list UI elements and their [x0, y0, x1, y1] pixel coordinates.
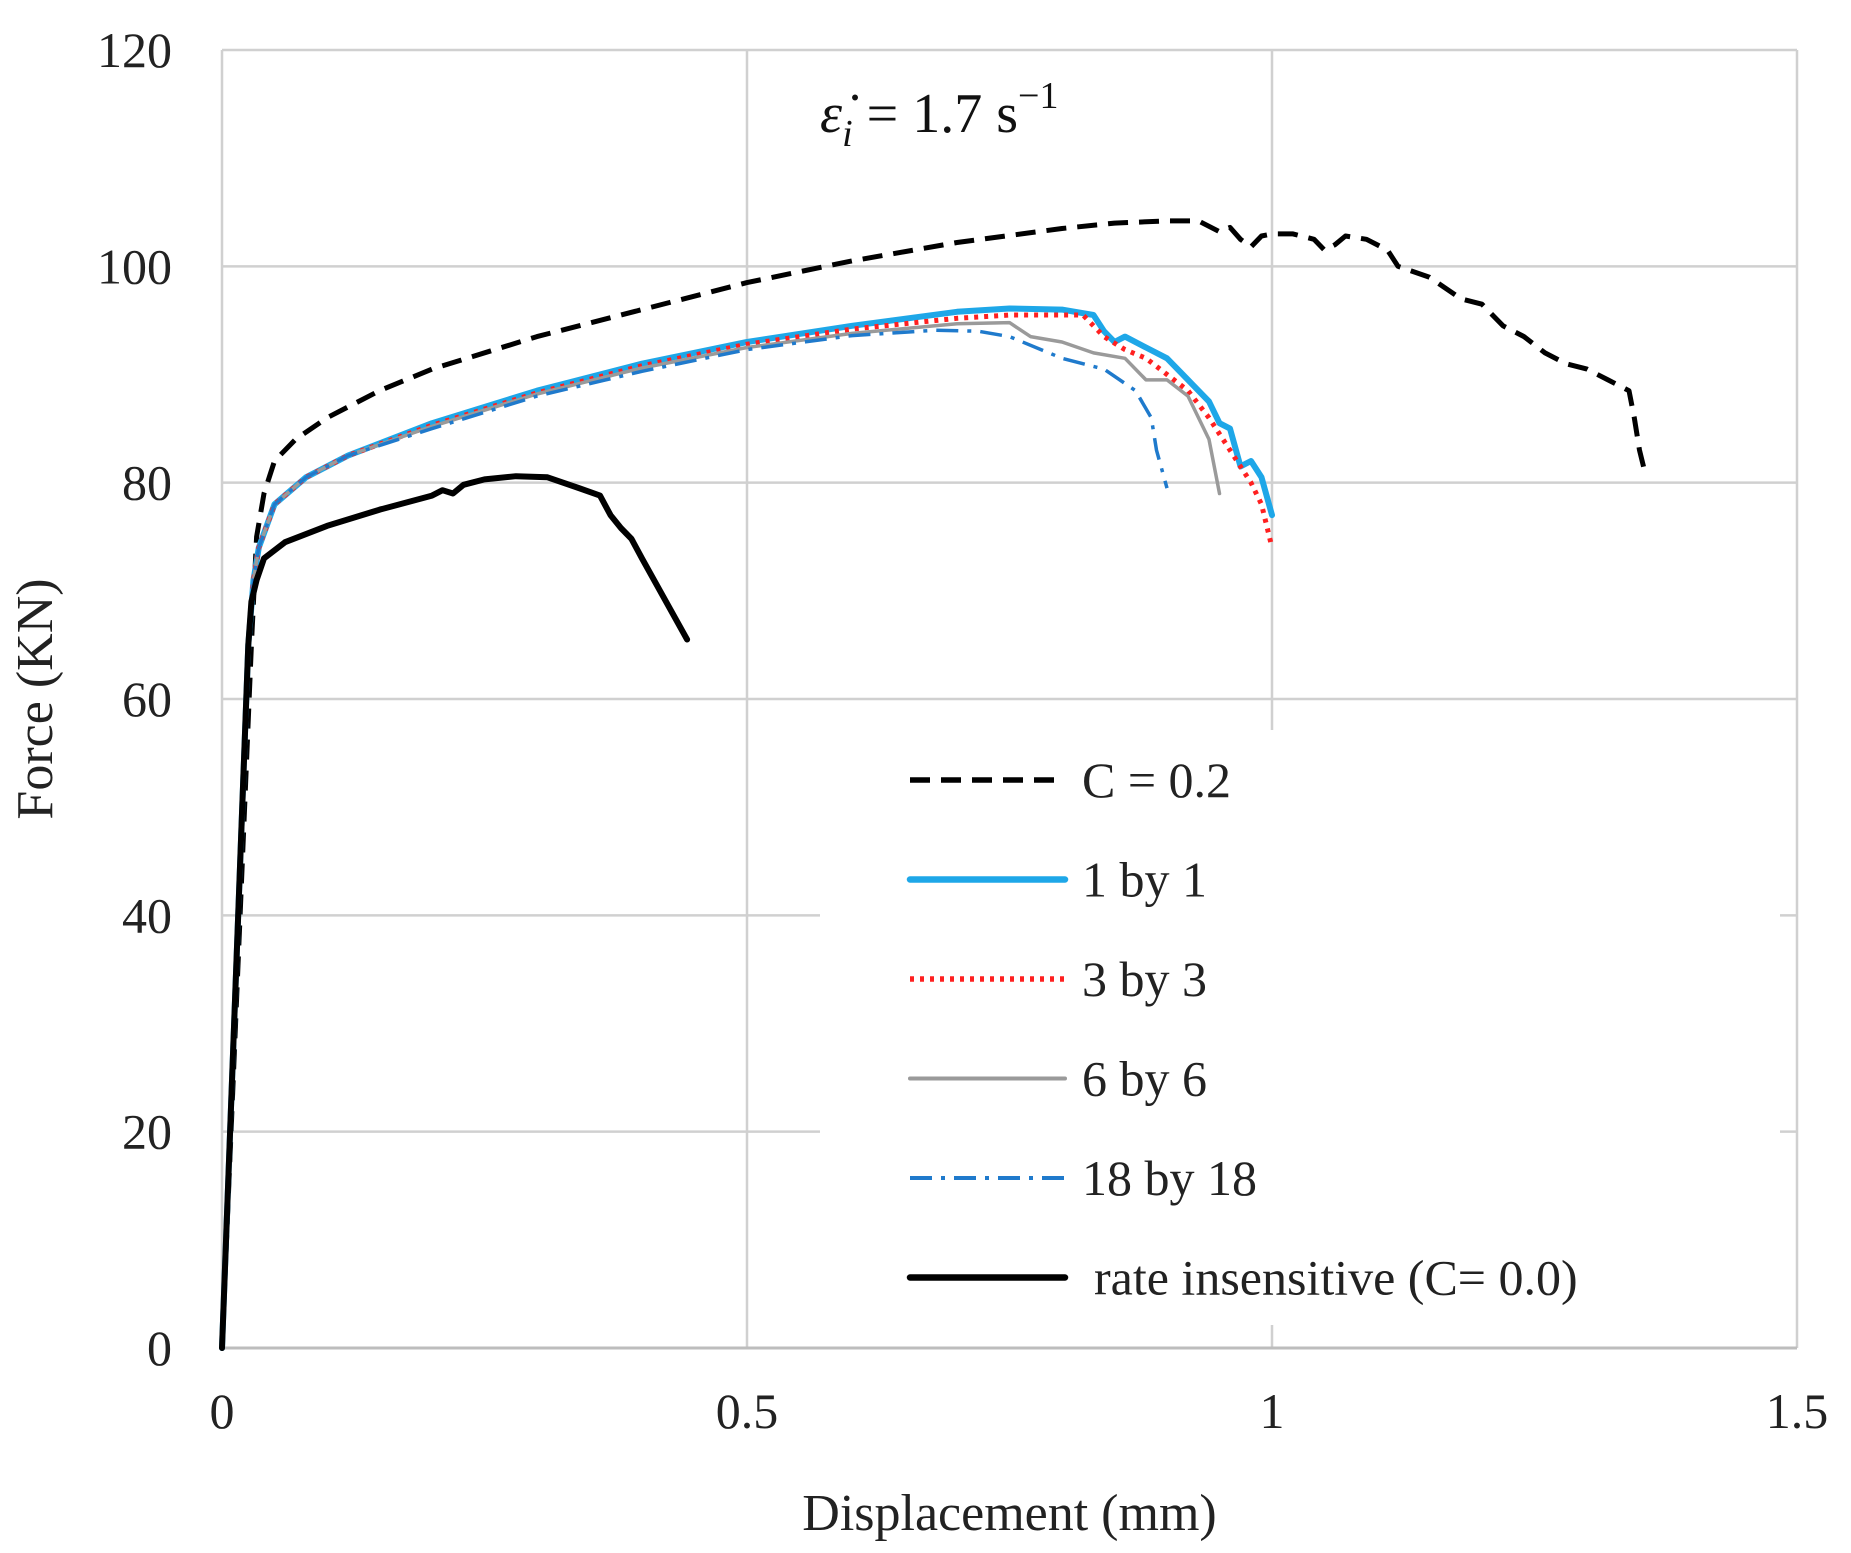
legend-background [820, 730, 1780, 1325]
x-tick-label: 0.5 [716, 1383, 779, 1439]
series-lines [219, 218, 1648, 1351]
legend-label: rate insensitive (C= 0.0) [1094, 1250, 1578, 1306]
y-tick-label: 40 [122, 887, 172, 943]
legend-label: 6 by 6 [1082, 1051, 1207, 1107]
tick-labels: 0 20 40 60 80 100 120 0 0.5 1 1.5 [97, 22, 1828, 1439]
legend-label: C = 0.2 [1082, 752, 1231, 808]
series-line [219, 473, 691, 1351]
y-tick-label: 100 [97, 238, 172, 294]
x-tick-label: 1 [1260, 1383, 1285, 1439]
y-tick-label: 0 [147, 1320, 172, 1376]
x-axis-title: Displacement (mm) [802, 1485, 1216, 1542]
y-tick-label: 120 [97, 22, 172, 78]
strain-rate-value: = 1.7 s [853, 83, 1018, 145]
legend: C = 0.2 1 by 1 3 by 3 6 by 6 18 by 18 rate in… [820, 730, 1780, 1325]
strain-rate-subscript: i [842, 113, 853, 155]
y-tick-label: 20 [122, 1104, 172, 1160]
legend-label: 3 by 3 [1082, 951, 1207, 1007]
y-axis-title: Force (KN) [7, 578, 64, 819]
y-tick-label: 60 [122, 671, 172, 727]
x-tick-label: 1.5 [1766, 1383, 1829, 1439]
y-tick-label: 80 [122, 455, 172, 511]
legend-label: 1 by 1 [1082, 852, 1207, 908]
strain-rate-annotation: ε̇i = 1.7 s−1 [820, 75, 1058, 155]
x-tick-label: 0 [210, 1383, 235, 1439]
legend-label: 18 by 18 [1082, 1150, 1257, 1206]
strain-rate-superscript: −1 [1018, 75, 1058, 117]
series-line [219, 218, 1648, 1349]
